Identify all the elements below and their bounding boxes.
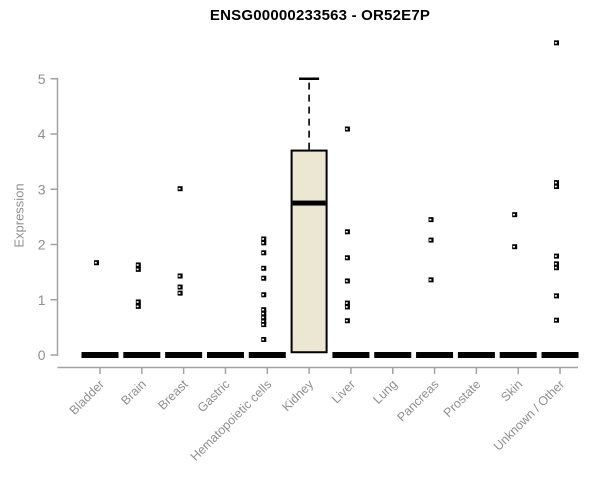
box-kidney bbox=[290, 149, 328, 354]
outlier-point-center-unknown-other bbox=[554, 263, 557, 265]
outlier-point-center-skin bbox=[513, 213, 515, 216]
outlier-point-center-unknown-other bbox=[554, 42, 557, 44]
x-category-label-gastric: Gastric bbox=[195, 377, 233, 415]
x-category-label-breast: Breast bbox=[155, 377, 191, 413]
collapsed-box-breast bbox=[165, 352, 203, 358]
outlier-point-center-hematopoietic-cells bbox=[262, 312, 265, 315]
boxes bbox=[81, 77, 579, 358]
outlier-point-center-liver bbox=[345, 302, 348, 304]
outlier-point-center-liver bbox=[345, 280, 348, 282]
collapsed-box-prostate bbox=[457, 352, 495, 358]
outlier-point-center-hematopoietic-cells bbox=[262, 277, 265, 280]
collapsed-box-hematopoietic-cells bbox=[248, 352, 286, 358]
outlier-point-center-hematopoietic-cells bbox=[262, 293, 265, 296]
outlier-point-center-liver bbox=[345, 306, 348, 308]
outlier-point-center-hematopoietic-cells bbox=[262, 316, 265, 319]
outlier-point-center-unknown-other bbox=[554, 185, 557, 188]
outlier-point-center-hematopoietic-cells bbox=[262, 242, 265, 244]
outlier-point-center-hematopoietic-cells bbox=[262, 338, 265, 341]
outlier-points bbox=[94, 40, 560, 343]
outlier-point-center-hematopoietic-cells bbox=[262, 323, 265, 326]
x-category-label-brain: Brain bbox=[118, 377, 149, 408]
y-tick-label: 2 bbox=[38, 237, 46, 253]
chart-title: ENSG00000233563 - OR52E7P bbox=[209, 7, 431, 24]
x-category-label-pancreas: Pancreas bbox=[394, 377, 441, 424]
outlier-point-center-hematopoietic-cells bbox=[262, 308, 265, 311]
x-category-label-liver: Liver bbox=[329, 377, 358, 406]
x-category-label-kidney: Kidney bbox=[279, 377, 316, 414]
collapsed-box-pancreas bbox=[416, 352, 454, 358]
y-tick-label: 3 bbox=[38, 181, 46, 197]
outlier-point-center-hematopoietic-cells bbox=[262, 320, 265, 323]
y-tick-label: 1 bbox=[38, 292, 46, 308]
outlier-point-center-hematopoietic-cells bbox=[262, 238, 265, 240]
collapsed-box-skin bbox=[499, 352, 537, 358]
outlier-point-center-hematopoietic-cells bbox=[262, 251, 265, 254]
outlier-point-center-unknown-other bbox=[554, 255, 557, 257]
outlier-point-center-breast bbox=[178, 292, 181, 294]
collapsed-box-lung bbox=[374, 352, 412, 358]
outlier-point-center-unknown-other bbox=[554, 266, 557, 269]
outlier-point-center-pancreas bbox=[429, 279, 432, 281]
outlier-point-center-pancreas bbox=[429, 239, 432, 241]
outlier-point-center-unknown-other bbox=[554, 181, 557, 184]
collapsed-box-liver bbox=[332, 352, 370, 358]
x-category-label-lung: Lung bbox=[370, 377, 400, 407]
outlier-point-center-unknown-other bbox=[554, 319, 557, 321]
outlier-point-center-breast bbox=[178, 275, 181, 277]
y-axis: 0 1 2 3 4 5 bbox=[38, 71, 59, 363]
x-category-label-prostate: Prostate bbox=[441, 377, 484, 420]
outlier-point-center-brain bbox=[136, 301, 139, 303]
outlier-point-center-brain bbox=[136, 305, 139, 308]
outlier-point-center-hematopoietic-cells bbox=[262, 267, 265, 270]
outlier-point-center-skin bbox=[513, 245, 515, 248]
outlier-point-center-breast bbox=[178, 187, 181, 190]
y-tick-label: 5 bbox=[38, 71, 46, 87]
collapsed-box-unknown-other bbox=[541, 352, 579, 358]
outlier-point-center-brain bbox=[136, 268, 139, 271]
outlier-point-center-brain bbox=[136, 264, 139, 266]
collapsed-box-gastric bbox=[206, 352, 244, 358]
outlier-point-center-liver bbox=[345, 230, 348, 233]
outlier-point-center-unknown-other bbox=[554, 295, 557, 297]
outlier-point-center-bladder bbox=[94, 261, 97, 264]
outlier-point-center-liver bbox=[345, 319, 348, 322]
outlier-point-center-liver bbox=[345, 256, 348, 259]
outlier-point-center-pancreas bbox=[429, 218, 432, 221]
collapsed-box-brain bbox=[123, 352, 161, 358]
x-category-label-unknown-other: Unknown / Other bbox=[491, 377, 567, 453]
outlier-point-center-liver bbox=[345, 128, 348, 130]
y-tick-label: 0 bbox=[38, 347, 46, 363]
x-category-label-hematopoietic-cells: Hematopoietic cells bbox=[188, 377, 275, 464]
x-category-label-skin: Skin bbox=[498, 377, 525, 404]
y-tick-label: 4 bbox=[38, 126, 46, 142]
x-category-label-bladder: Bladder bbox=[67, 377, 107, 417]
collapsed-box-bladder bbox=[81, 352, 119, 358]
median-line-kidney bbox=[292, 200, 326, 206]
outlier-point-center-breast bbox=[178, 286, 181, 288]
